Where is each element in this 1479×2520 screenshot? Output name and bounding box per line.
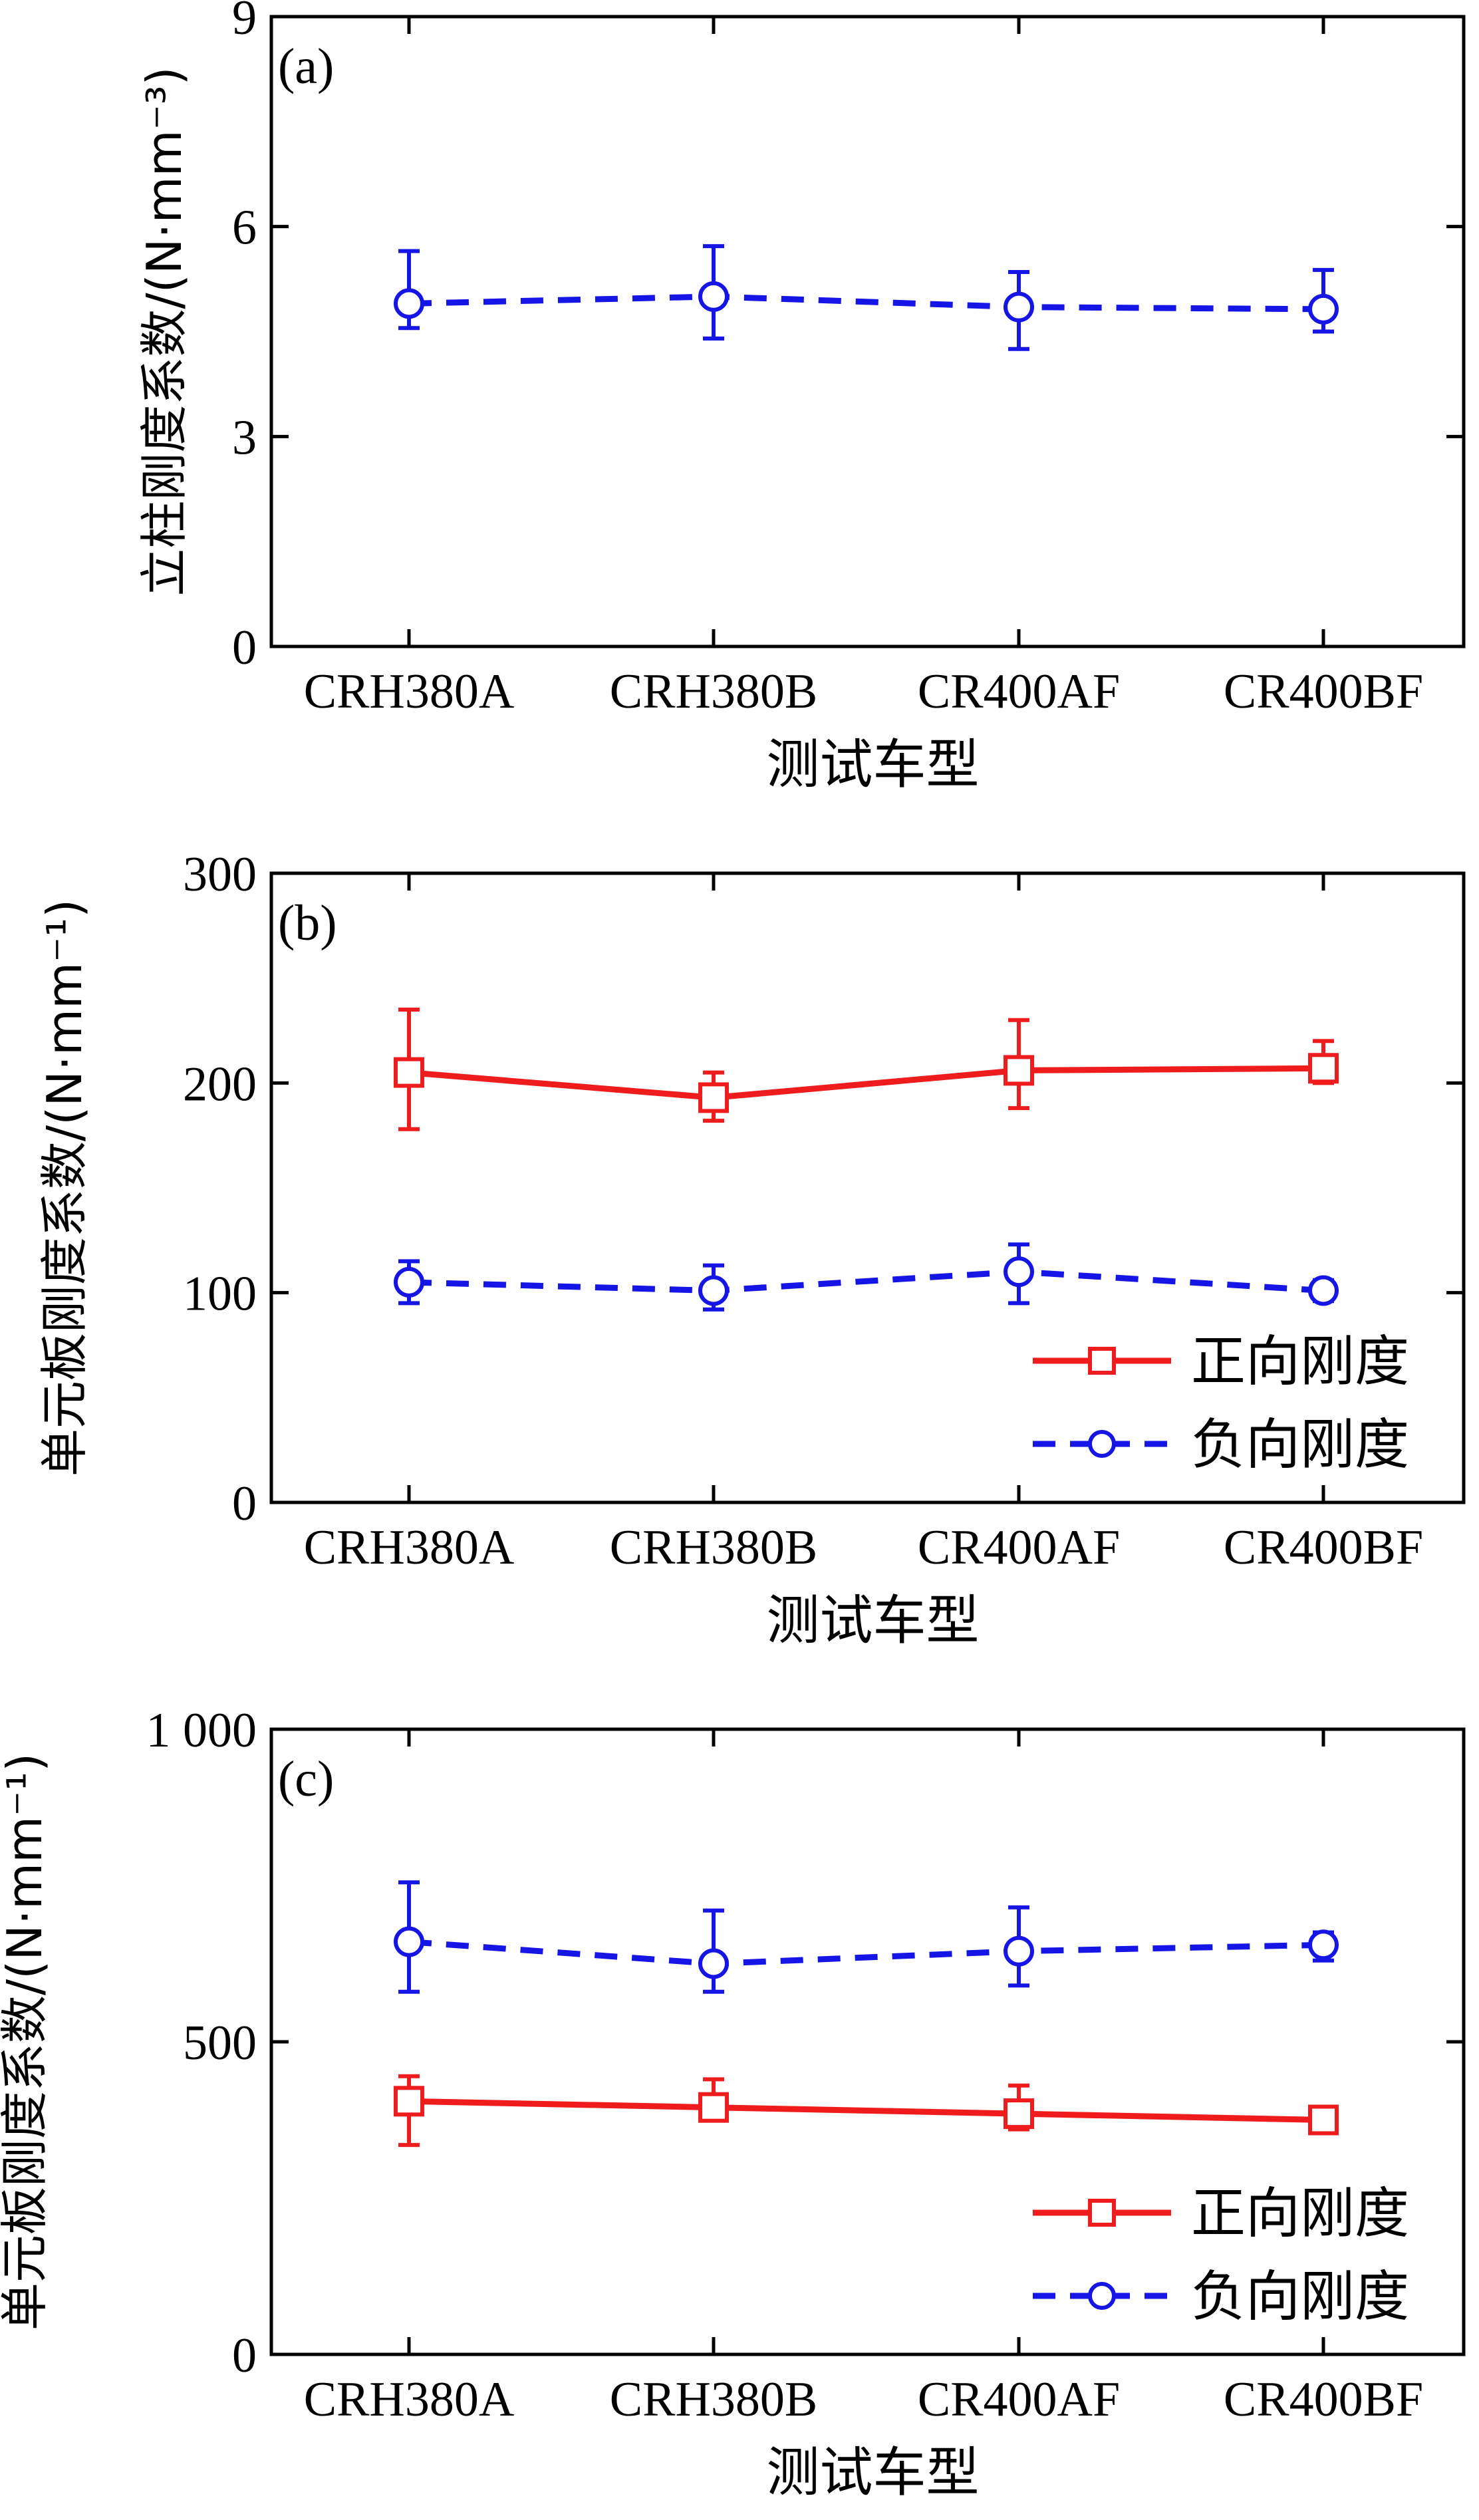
legend-marker xyxy=(1088,2199,1116,2227)
legend-label: 正向刚度 xyxy=(1191,1330,1409,1393)
data-point xyxy=(1004,1055,1034,1086)
x-tick-label: CR400AF xyxy=(918,664,1120,719)
data-point xyxy=(1004,291,1034,323)
x-tick-label: CRH380B xyxy=(610,1520,818,1575)
series-pos xyxy=(394,2074,1339,2148)
legend-marker xyxy=(1088,1347,1116,1375)
y-tick-label: 1 000 xyxy=(146,1703,257,1758)
series-pos xyxy=(394,1007,1339,1131)
data-point xyxy=(1004,1935,1034,1967)
data-point xyxy=(394,1926,424,1957)
x-tick-label: CR400AF xyxy=(918,1520,1120,1575)
y-axis-title: 单元板刚度系数/(N·mm⁻¹) xyxy=(0,1753,53,2330)
y-tick-label: 100 xyxy=(183,1267,257,1322)
x-tick-label: CRH380A xyxy=(304,664,515,719)
data-point xyxy=(698,1275,729,1306)
data-point xyxy=(1308,2104,1339,2136)
data-point xyxy=(1004,1256,1034,1288)
legend-label: 正向刚度 xyxy=(1191,2182,1409,2245)
y-tick-label: 0 xyxy=(232,2328,257,2383)
y-tick-label: 0 xyxy=(232,621,257,675)
y-tick-label: 0 xyxy=(232,1476,257,1531)
y-tick-label: 3 xyxy=(232,410,257,465)
panel-label: (b) xyxy=(278,895,337,951)
series-neg xyxy=(394,1242,1339,1312)
data-point xyxy=(698,1948,729,1979)
y-axis-title: 单元板刚度系数/(N·mm⁻¹) xyxy=(37,899,92,1476)
plot-frame xyxy=(269,1727,1466,2356)
panel-label: (c) xyxy=(278,1751,334,1807)
data-point xyxy=(1308,1053,1339,1084)
legend-label: 负向刚度 xyxy=(1191,1413,1409,1476)
data-point xyxy=(394,1057,424,1088)
data-point xyxy=(1004,2098,1034,2130)
series-line xyxy=(408,1065,1324,1101)
data-point xyxy=(698,281,729,312)
series-line xyxy=(408,1939,1324,1967)
y-tick-label: 200 xyxy=(183,1057,257,1111)
data-point xyxy=(394,288,424,319)
series-neg xyxy=(394,1880,1339,1994)
data-point xyxy=(1308,1275,1339,1306)
series-line xyxy=(408,293,1324,313)
x-tick-label: CRH380B xyxy=(610,2372,818,2427)
data-point xyxy=(698,1082,729,1113)
data-point xyxy=(394,2086,424,2117)
plot-frame xyxy=(269,15,1466,648)
x-tick-label: CRH380A xyxy=(304,2372,515,2427)
x-tick-label: CR400BF xyxy=(1224,1520,1423,1575)
y-tick-label: 6 xyxy=(232,201,257,255)
x-axis-title: 测试车型 xyxy=(767,1590,980,1651)
y-tick-label: 300 xyxy=(183,847,257,902)
chart-panel-2: 0 100 200 300 CRH380A CRH380B CR400AF CR400BF 测试… xyxy=(37,847,1466,1651)
data-point xyxy=(1308,1929,1339,1961)
y-tick-label: 9 xyxy=(232,0,257,45)
plot-frame xyxy=(269,871,1466,1504)
series-neg xyxy=(394,244,1339,351)
data-point xyxy=(394,1266,424,1298)
x-tick-label: CR400BF xyxy=(1224,664,1423,719)
series-line xyxy=(408,2098,1324,2123)
legend-marker xyxy=(1088,2282,1116,2310)
chart-panel-1: 0 3 6 9 CRH380A CRH380B CR400AF CR400BF 测试车型 立柱刚度… xyxy=(136,0,1466,795)
x-axis-title: 测试车型 xyxy=(767,734,980,795)
series-line xyxy=(408,1268,1324,1294)
data-point xyxy=(1308,293,1339,325)
chart-panel-3: 0 500 1 000 CRH380A CRH380B CR400AF CR400BF 测试车… xyxy=(0,1703,1466,2503)
panel-label: (a) xyxy=(278,39,334,94)
data-point xyxy=(698,2092,729,2123)
y-tick-label: 500 xyxy=(183,2016,257,2070)
x-tick-label: CRH380A xyxy=(304,1520,515,1575)
x-tick-label: CR400AF xyxy=(918,2372,1120,2427)
legend-marker xyxy=(1088,1430,1116,1458)
x-axis-title: 测试车型 xyxy=(767,2442,980,2503)
x-tick-label: CRH380B xyxy=(610,664,818,719)
legend-label: 负向刚度 xyxy=(1191,2265,1409,2328)
y-axis-title: 立柱刚度系数/(N·mm⁻³) xyxy=(136,67,192,596)
x-tick-label: CR400BF xyxy=(1224,2372,1423,2427)
